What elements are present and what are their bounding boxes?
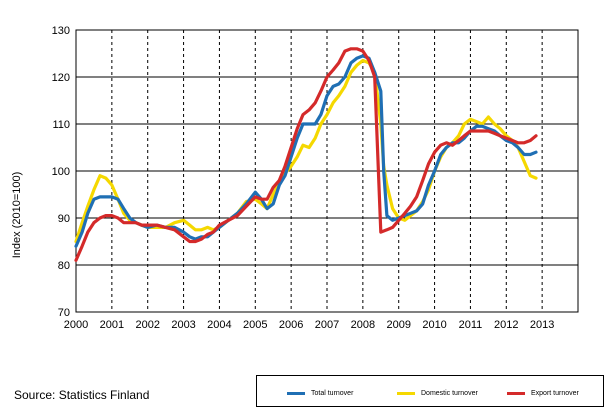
y-tick-label: 70 xyxy=(58,307,70,319)
legend-swatch-export xyxy=(507,391,525,395)
y-axis-ticks: 70 80 90 100 110 120 130 xyxy=(52,25,70,319)
y-tick-label: 110 xyxy=(52,119,70,131)
legend-item-export: Export turnover xyxy=(507,388,579,398)
legend-label-domestic: Domestic turnover xyxy=(421,389,478,397)
gridlines xyxy=(76,30,578,312)
x-tick-label: 2008 xyxy=(351,319,375,331)
x-tick-label: 2004 xyxy=(207,319,231,331)
x-tick-label: 2006 xyxy=(279,319,303,331)
x-tick-label: 2007 xyxy=(315,319,339,331)
source-caption: Source: Statistics Finland xyxy=(14,388,150,402)
x-tick-label: 2001 xyxy=(100,319,124,331)
y-tick-label: 130 xyxy=(52,25,70,37)
x-tick-label: 2012 xyxy=(494,319,518,331)
legend-label-total: Total turnover xyxy=(311,389,354,397)
x-tick-label: 2013 xyxy=(530,319,554,331)
x-tick-label: 2003 xyxy=(171,319,195,331)
series-lines xyxy=(74,47,538,262)
x-tick-label: 2010 xyxy=(422,319,446,331)
legend-item-total: Total turnover xyxy=(287,388,353,398)
x-tick-label: 2009 xyxy=(386,319,410,331)
y-tick-label: 90 xyxy=(58,213,70,225)
y-tick-label: 80 xyxy=(58,260,70,272)
y-tick-label: 120 xyxy=(52,72,70,84)
y-axis-title: Index (2010=100) xyxy=(11,172,23,259)
x-tick-label: 2000 xyxy=(64,319,88,331)
legend-item-domestic: Domestic turnover xyxy=(397,388,478,398)
x-tick-label: 2005 xyxy=(243,319,267,331)
x-tick-label: 2011 xyxy=(459,319,483,331)
legend-swatch-domestic xyxy=(397,391,415,395)
x-tick-label: 2002 xyxy=(135,319,159,331)
series-line-export-turnover xyxy=(74,47,538,262)
y-tick-label: 100 xyxy=(52,166,70,178)
chart-legend: Total turnover Domestic turnover Export … xyxy=(256,375,604,407)
legend-label-export: Export turnover xyxy=(531,389,579,397)
x-axis-ticks: 2000 2001 2002 2003 2004 2005 2006 2007 2008 2009… xyxy=(64,319,555,331)
legend-swatch-total xyxy=(287,391,305,395)
